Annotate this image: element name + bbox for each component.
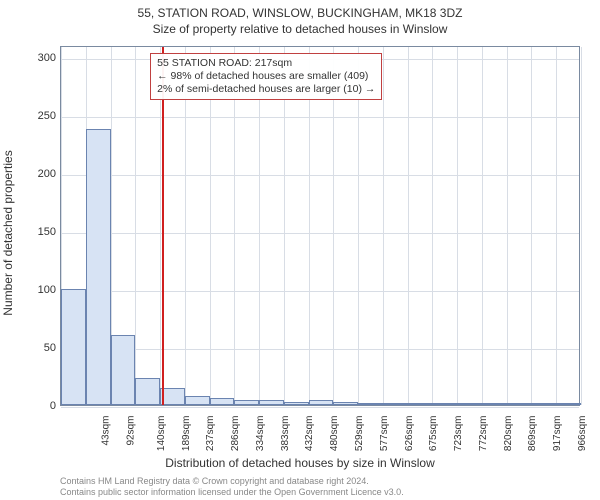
- y-tick-label: 100: [16, 284, 56, 296]
- histogram-bar: [61, 289, 86, 405]
- annotation-line: 55 STATION ROAD: 217sqm: [157, 57, 375, 70]
- x-tick-label: 140sqm: [156, 416, 167, 452]
- gridline-vertical: [135, 47, 136, 405]
- histogram-bar: [135, 378, 160, 405]
- title-line-1: 55, STATION ROAD, WINSLOW, BUCKINGHAM, M…: [0, 0, 600, 20]
- y-axis-label: Number of detached properties: [1, 150, 15, 315]
- chart-container: 55, STATION ROAD, WINSLOW, BUCKINGHAM, M…: [0, 0, 600, 500]
- histogram-bar: [432, 403, 457, 405]
- histogram-bar: [383, 403, 408, 405]
- histogram-bar: [333, 402, 358, 405]
- y-tick-label: 0: [16, 400, 56, 412]
- x-tick-label: 577sqm: [379, 416, 390, 452]
- gridline-vertical: [210, 47, 211, 405]
- histogram-bar: [507, 403, 532, 405]
- plot-area: 55 STATION ROAD: 217sqm← 98% of detached…: [60, 46, 580, 406]
- histogram-bar: [531, 403, 556, 405]
- histogram-bar: [309, 400, 334, 405]
- x-tick-label: 43sqm: [101, 416, 112, 446]
- y-tick-label: 50: [16, 342, 56, 354]
- footer-line-1: Contains HM Land Registry data © Crown c…: [60, 476, 404, 487]
- histogram-bar: [556, 403, 581, 405]
- gridline-vertical: [457, 47, 458, 405]
- x-tick-label: 723sqm: [453, 416, 464, 452]
- x-tick-label: 966sqm: [577, 416, 588, 452]
- gridline-horizontal: [61, 233, 579, 234]
- gridline-horizontal: [61, 175, 579, 176]
- y-tick-label: 300: [16, 52, 56, 64]
- gridline-vertical: [432, 47, 433, 405]
- gridline-vertical: [358, 47, 359, 405]
- x-tick-label: 189sqm: [181, 416, 192, 452]
- histogram-bar: [259, 400, 284, 405]
- gridline-vertical: [507, 47, 508, 405]
- gridline-vertical: [160, 47, 161, 405]
- histogram-bar: [284, 402, 309, 405]
- annotation-line: 2% of semi-detached houses are larger (1…: [157, 83, 375, 96]
- gridline-vertical: [309, 47, 310, 405]
- reference-line: [162, 47, 164, 405]
- histogram-bar: [111, 335, 136, 405]
- histogram-bar: [358, 403, 383, 405]
- gridline-vertical: [556, 47, 557, 405]
- annotation-line: ← 98% of detached houses are smaller (40…: [157, 70, 375, 83]
- gridline-vertical: [482, 47, 483, 405]
- gridline-vertical: [408, 47, 409, 405]
- gridline-vertical: [234, 47, 235, 405]
- x-tick-label: 529sqm: [354, 416, 365, 452]
- gridline-vertical: [333, 47, 334, 405]
- histogram-bar: [210, 398, 235, 405]
- x-tick-label: 383sqm: [280, 416, 291, 452]
- x-tick-label: 869sqm: [527, 416, 538, 452]
- x-tick-label: 820sqm: [503, 416, 514, 452]
- gridline-vertical: [581, 47, 582, 405]
- gridline-horizontal: [61, 407, 579, 408]
- gridline-vertical: [284, 47, 285, 405]
- x-tick-label: 480sqm: [329, 416, 340, 452]
- gridline-vertical: [259, 47, 260, 405]
- x-tick-label: 917sqm: [552, 416, 563, 452]
- gridline-horizontal: [61, 349, 579, 350]
- y-tick-label: 200: [16, 168, 56, 180]
- x-tick-label: 772sqm: [478, 416, 489, 452]
- title-line-2: Size of property relative to detached ho…: [0, 20, 600, 36]
- footer-attribution: Contains HM Land Registry data © Crown c…: [60, 476, 404, 498]
- x-tick-label: 92sqm: [126, 416, 137, 446]
- x-tick-label: 334sqm: [255, 416, 266, 452]
- histogram-bar: [185, 396, 210, 405]
- x-tick-label: 432sqm: [305, 416, 316, 452]
- gridline-horizontal: [61, 117, 579, 118]
- histogram-bar: [408, 403, 433, 405]
- footer-line-2: Contains public sector information licen…: [60, 487, 404, 498]
- x-axis-label: Distribution of detached houses by size …: [0, 456, 600, 470]
- histogram-bar: [234, 400, 259, 405]
- histogram-bar: [86, 129, 111, 405]
- annotation-box: 55 STATION ROAD: 217sqm← 98% of detached…: [150, 53, 382, 100]
- x-tick-label: 626sqm: [404, 416, 415, 452]
- gridline-horizontal: [61, 291, 579, 292]
- histogram-bar: [482, 403, 507, 405]
- x-tick-label: 286sqm: [230, 416, 241, 452]
- x-tick-label: 675sqm: [428, 416, 439, 452]
- histogram-bar: [457, 403, 482, 405]
- x-tick-label: 237sqm: [206, 416, 217, 452]
- y-tick-label: 150: [16, 226, 56, 238]
- gridline-vertical: [531, 47, 532, 405]
- y-tick-label: 250: [16, 110, 56, 122]
- gridline-vertical: [185, 47, 186, 405]
- gridline-vertical: [383, 47, 384, 405]
